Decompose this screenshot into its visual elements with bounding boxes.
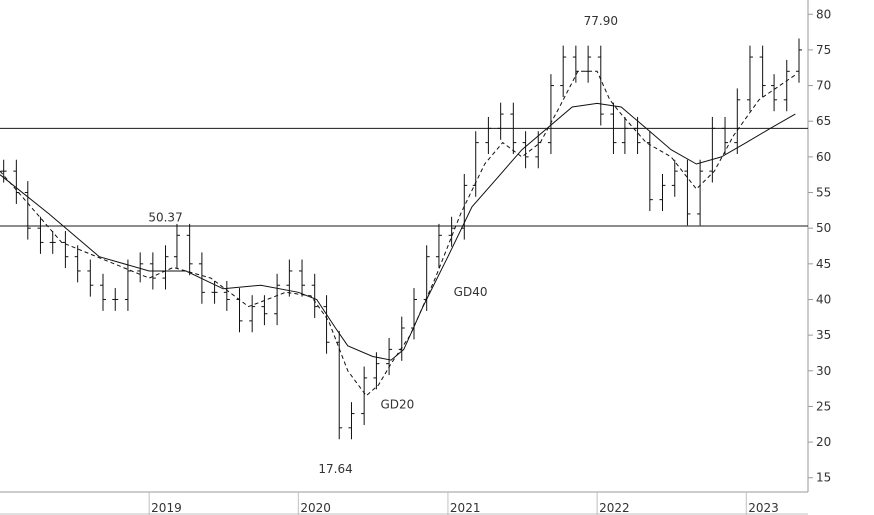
y-tick-label: 55 <box>816 186 831 200</box>
x-tick-label: 2021 <box>450 501 481 515</box>
x-axis: 2019 2020 2021 2022 2023 <box>148 492 779 515</box>
gd20-line <box>0 70 796 397</box>
horizontal-lines <box>0 127 808 227</box>
annotations: 50.37 77.90 17.64 GD40 GD20 <box>148 14 618 476</box>
x-tick-label: 2023 <box>748 501 779 515</box>
y-tick-label: 50 <box>816 221 831 235</box>
y-tick-label: 35 <box>816 328 831 342</box>
x-tick-label: 2020 <box>300 501 331 515</box>
y-tick-label: 40 <box>816 292 831 306</box>
annotation-gd20: GD20 <box>380 398 414 412</box>
y-tick-label: 30 <box>816 364 831 378</box>
annotation-50-37: 50.37 <box>148 211 182 225</box>
y-tick-label: 45 <box>816 257 831 271</box>
annotation-77-90: 77.90 <box>584 14 618 28</box>
x-tick-label: 2019 <box>151 501 182 515</box>
y-tick-label: 60 <box>816 150 831 164</box>
price-bars <box>0 38 803 440</box>
y-tick-label: 15 <box>816 471 831 485</box>
y-tick-label: 25 <box>816 399 831 413</box>
y-tick-label: 65 <box>816 114 831 128</box>
annotation-gd40: GD40 <box>454 285 488 299</box>
y-tick-label: 20 <box>816 435 831 449</box>
moving-averages <box>0 70 796 397</box>
gd40-line <box>0 102 796 361</box>
y-axis: 15 20 25 30 35 40 45 50 55 60 65 70 75 80 <box>808 7 831 485</box>
y-tick-label: 80 <box>816 7 831 21</box>
annotation-17-64: 17.64 <box>318 462 352 476</box>
y-tick-label: 70 <box>816 79 831 93</box>
x-tick-label: 2022 <box>599 501 630 515</box>
y-tick-label: 75 <box>816 43 831 57</box>
